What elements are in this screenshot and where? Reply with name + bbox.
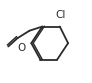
Text: Cl: Cl [56, 10, 66, 20]
Text: O: O [17, 43, 26, 53]
